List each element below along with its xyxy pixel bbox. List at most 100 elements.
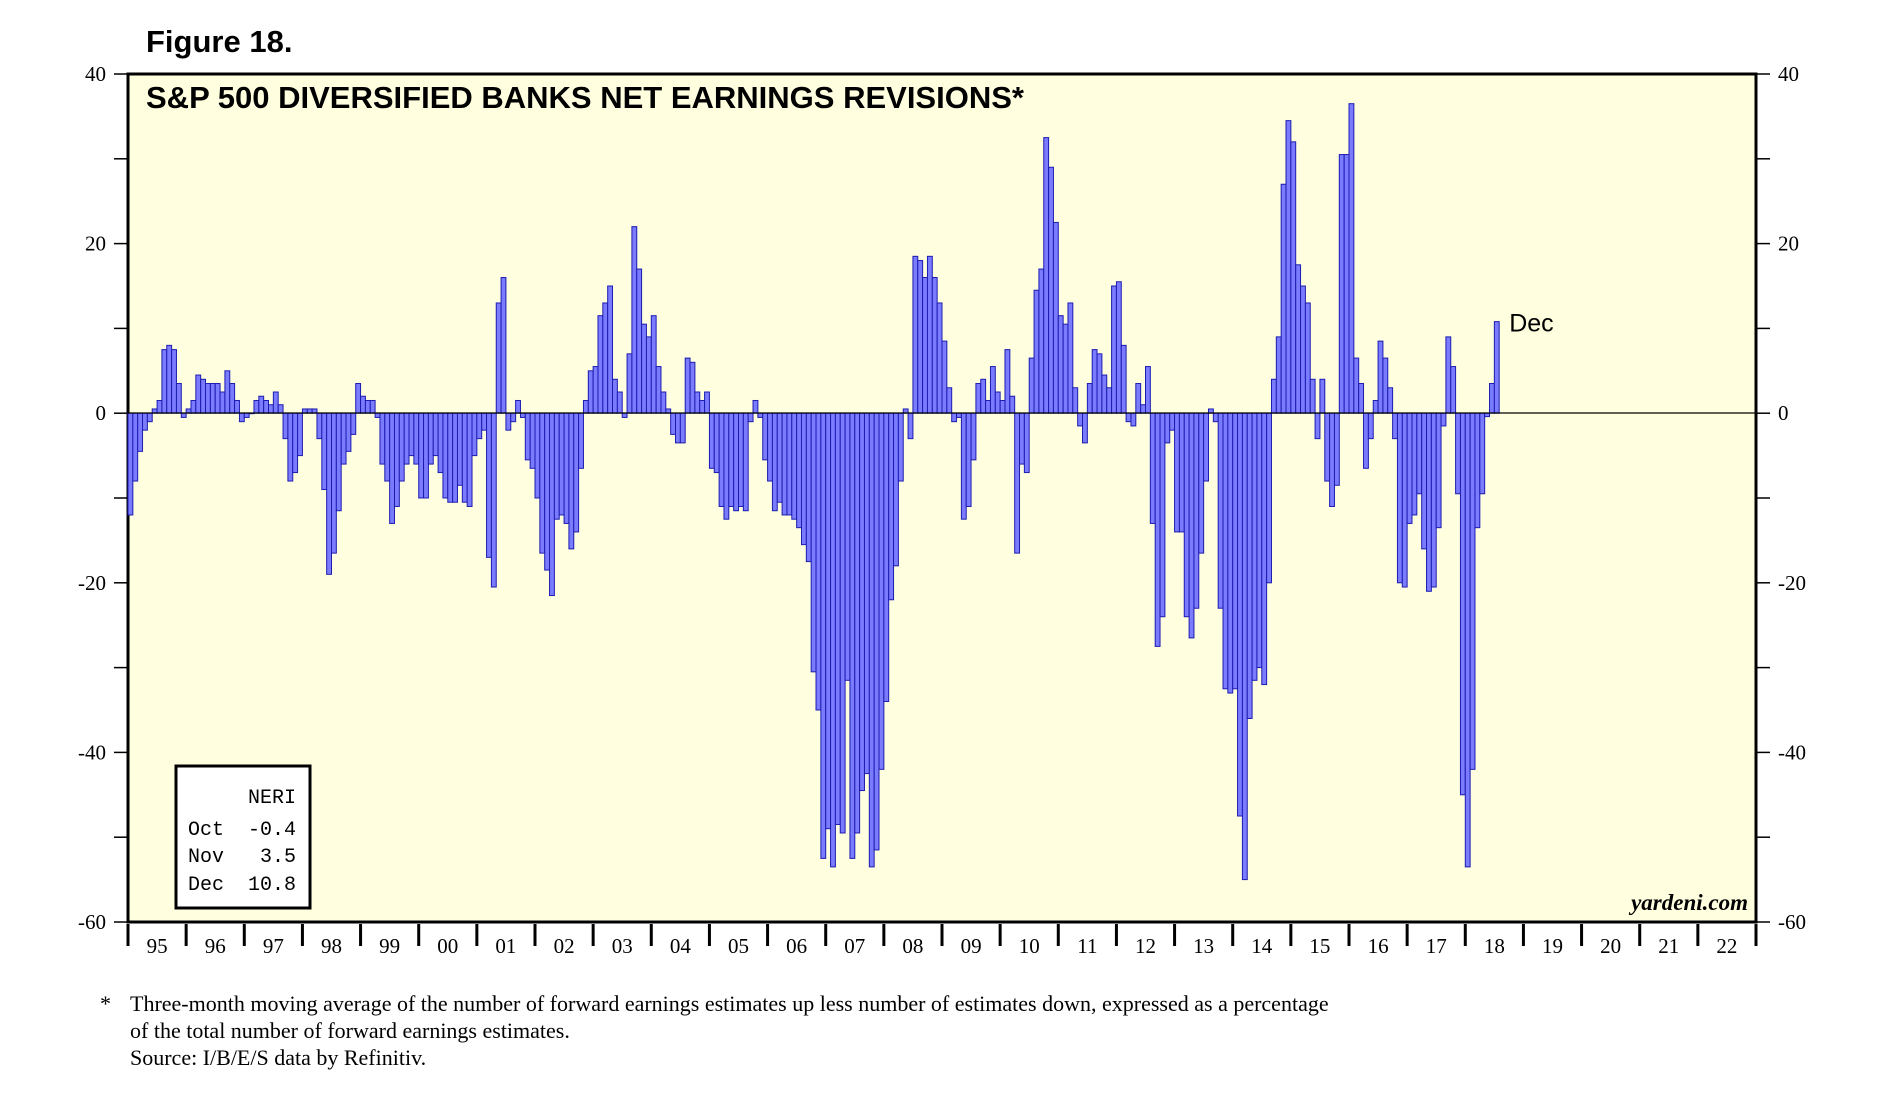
bar xyxy=(350,412,357,435)
bar xyxy=(1455,412,1461,495)
bar xyxy=(844,412,851,681)
bar xyxy=(1222,412,1229,690)
bar xyxy=(1159,412,1166,618)
bar xyxy=(1140,404,1147,414)
bar xyxy=(1401,412,1408,588)
bar xyxy=(1290,141,1297,414)
bar xyxy=(912,255,919,414)
bar xyxy=(524,412,531,461)
bar xyxy=(1314,412,1321,440)
bar xyxy=(490,412,497,588)
bar xyxy=(1246,412,1253,719)
bar xyxy=(970,412,977,461)
bar xyxy=(1353,357,1360,414)
bar xyxy=(1212,412,1219,423)
bar xyxy=(190,399,197,414)
bar xyxy=(553,412,560,520)
bar xyxy=(1275,336,1282,414)
bar xyxy=(1019,412,1025,465)
bar xyxy=(1377,340,1384,414)
legend-value-dec: 10.8 xyxy=(248,874,296,897)
bar xyxy=(985,399,991,414)
bar xyxy=(272,391,279,414)
bar xyxy=(810,412,817,673)
bar xyxy=(476,412,483,440)
legend-month-oct: Oct xyxy=(188,819,224,842)
y-tick-label-left: -60 xyxy=(78,910,106,934)
bar xyxy=(1145,366,1151,414)
bar xyxy=(771,412,778,512)
x-tick-label: 99 xyxy=(379,934,400,958)
bar xyxy=(481,412,488,431)
bar xyxy=(1270,378,1277,414)
bar xyxy=(229,383,236,414)
bar xyxy=(568,412,575,550)
bar xyxy=(127,412,134,516)
bar xyxy=(1193,412,1200,609)
bar xyxy=(587,370,594,414)
footnote-line-2: of the total number of forward earnings … xyxy=(130,1018,570,1043)
bar xyxy=(1241,412,1248,881)
bar xyxy=(1082,412,1088,444)
bar xyxy=(1115,281,1122,414)
bar xyxy=(1280,183,1287,414)
bar xyxy=(960,412,967,520)
x-tick-label: 14 xyxy=(1251,934,1273,958)
bar xyxy=(679,412,686,444)
bar xyxy=(277,404,284,414)
x-tick-label: 20 xyxy=(1600,934,1621,958)
bar xyxy=(1251,412,1258,681)
y-tick-label-left: 20 xyxy=(85,232,106,256)
bar xyxy=(403,412,410,465)
bar xyxy=(747,412,754,423)
dec-annotation: Dec xyxy=(1509,310,1553,338)
bar xyxy=(161,349,168,414)
x-tick-label: 06 xyxy=(786,934,807,958)
bar xyxy=(1217,412,1224,609)
bar xyxy=(268,404,274,414)
bar xyxy=(1426,412,1432,592)
footnote-source: Source: I/B/E/S data by Refinitiv. xyxy=(130,1045,427,1070)
bar xyxy=(742,412,749,512)
bar xyxy=(694,391,701,414)
bar xyxy=(224,370,231,414)
bar xyxy=(1072,387,1079,414)
legend-month-dec: Dec xyxy=(188,874,224,897)
footnote: * Three-month moving average of the numb… xyxy=(100,990,1329,1071)
x-tick-label: 13 xyxy=(1193,934,1214,958)
bar xyxy=(888,412,895,601)
bar xyxy=(345,412,352,452)
bar xyxy=(398,412,405,482)
bar xyxy=(1338,154,1345,414)
bar xyxy=(132,412,139,482)
bar xyxy=(1028,357,1035,414)
bar xyxy=(549,412,555,597)
bar xyxy=(1178,412,1185,533)
bar xyxy=(418,412,425,499)
bar xyxy=(621,412,628,418)
bar xyxy=(897,412,904,482)
bar xyxy=(1164,412,1171,444)
bar xyxy=(965,412,972,507)
bar xyxy=(800,412,807,546)
bar xyxy=(1300,285,1306,414)
bar xyxy=(534,412,541,499)
x-tick-label: 08 xyxy=(902,934,923,958)
bar xyxy=(825,412,832,830)
bar xyxy=(1333,412,1340,486)
bar xyxy=(1023,412,1030,474)
bar xyxy=(205,383,211,414)
bar xyxy=(563,412,570,524)
bar xyxy=(263,399,270,414)
bar xyxy=(873,412,880,851)
bar xyxy=(292,412,299,474)
bar xyxy=(1057,315,1064,414)
bar xyxy=(1324,412,1331,482)
x-tick-label: 16 xyxy=(1368,934,1389,958)
bar xyxy=(946,387,953,414)
bar xyxy=(1048,166,1054,414)
bar xyxy=(180,412,187,418)
bar xyxy=(602,302,609,414)
bar xyxy=(781,412,788,516)
